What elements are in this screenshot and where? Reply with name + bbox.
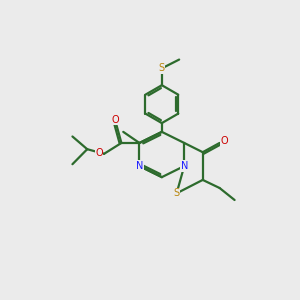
Text: O: O bbox=[95, 148, 103, 158]
Text: S: S bbox=[174, 188, 180, 198]
Text: S: S bbox=[159, 63, 165, 73]
Text: N: N bbox=[181, 161, 188, 171]
Text: N: N bbox=[136, 161, 143, 171]
Text: O: O bbox=[221, 136, 229, 146]
Text: O: O bbox=[112, 115, 119, 125]
